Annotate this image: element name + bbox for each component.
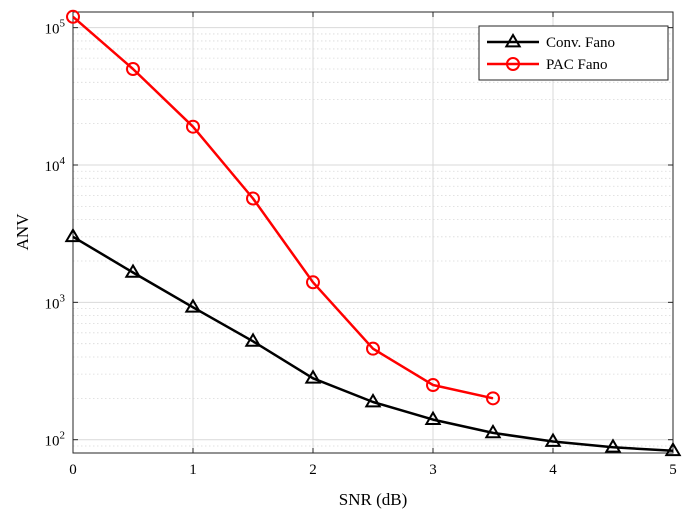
- series-line-pac-fano: [72, 15, 494, 400]
- x-tick-label: 3: [429, 462, 437, 478]
- data-point-pac-fano: [246, 191, 260, 206]
- data-point-conv-fano: [364, 393, 382, 408]
- series-group: [64, 9, 682, 457]
- data-point-conv-fano: [64, 227, 82, 243]
- x-tick-label: 1: [189, 462, 197, 478]
- data-point-pac-fano: [126, 61, 140, 76]
- data-point-pac-fano: [486, 391, 500, 406]
- data-point-conv-fano: [544, 432, 562, 447]
- data-point-conv-fano: [484, 423, 502, 439]
- data-point-pac-fano: [306, 275, 320, 290]
- x-tick-label: 5: [669, 462, 677, 478]
- data-point-conv-fano: [604, 438, 622, 453]
- y-tick-label: 104: [45, 155, 66, 175]
- legend: Conv. Fano PAC Fano: [478, 25, 669, 81]
- x-axis-ticks: 0 1 2 3 4 5: [69, 12, 677, 478]
- data-point-pac-fano: [366, 341, 380, 356]
- data-point-conv-fano: [424, 410, 442, 425]
- data-point-pac-fano: [186, 119, 200, 134]
- legend-marker-conv-fano: [504, 33, 522, 48]
- x-axis-label: SNR (dB): [339, 490, 407, 509]
- x-tick-label: 2: [309, 462, 317, 478]
- y-tick-label: 102: [45, 430, 66, 450]
- data-point-conv-fano: [124, 263, 142, 278]
- y-axis-label: ANV: [13, 213, 32, 251]
- data-point-conv-fano: [304, 369, 322, 384]
- y-tick-label: 105: [45, 18, 66, 38]
- x-tick-label: 0: [69, 462, 77, 478]
- data-point-pac-fano: [66, 9, 80, 24]
- plot-background: [73, 12, 673, 453]
- series-line-conv-fano: [72, 235, 674, 453]
- x-tick-label: 4: [549, 462, 557, 478]
- legend-label-conv-fano: Conv. Fano: [546, 35, 615, 51]
- data-point-conv-fano: [664, 441, 682, 457]
- legend-marker-pac-fano: [506, 57, 520, 71]
- data-point-conv-fano: [184, 298, 202, 313]
- plot-frame: [72, 11, 674, 454]
- legend-box: [478, 25, 669, 81]
- y-axis-ticks: 102 103 104 105: [45, 18, 673, 450]
- y-tick-label: 103: [45, 292, 66, 312]
- legend-label-pac-fano: PAC Fano: [546, 57, 608, 73]
- data-point-conv-fano: [244, 332, 262, 347]
- data-point-pac-fano: [426, 378, 440, 393]
